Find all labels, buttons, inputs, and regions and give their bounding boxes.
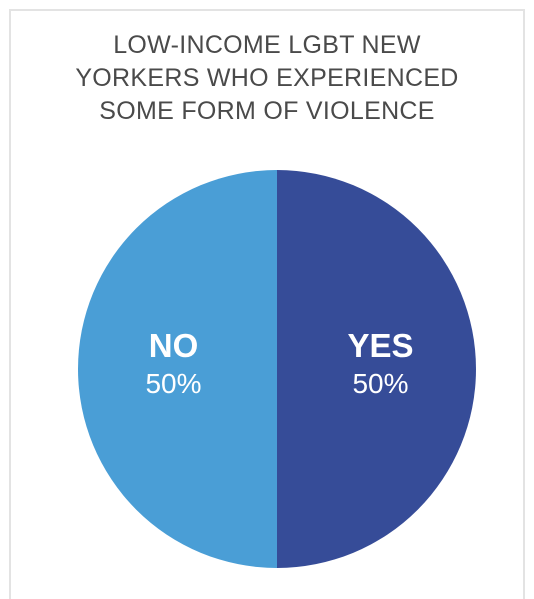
pie-slices xyxy=(78,170,476,568)
slice-value-yes: 50% xyxy=(352,368,408,399)
slice-label-no: NO xyxy=(149,327,199,364)
chart-title: LOW-INCOME LGBT NEW YORKERS WHO EXPERIEN… xyxy=(0,29,534,128)
chart-title-line-3: SOME FORM OF VIOLENCE xyxy=(99,97,435,125)
slice-label-yes: YES xyxy=(347,327,413,364)
pie-slice-no xyxy=(78,170,277,568)
chart-title-line-1: LOW-INCOME LGBT NEW xyxy=(113,31,421,59)
pie-slice-yes xyxy=(277,170,476,568)
chart-title-line-2: YORKERS WHO EXPERIENCED xyxy=(75,64,459,92)
slice-value-no: 50% xyxy=(145,368,201,399)
pie-labels: YES 50% NO 50% xyxy=(145,327,413,399)
